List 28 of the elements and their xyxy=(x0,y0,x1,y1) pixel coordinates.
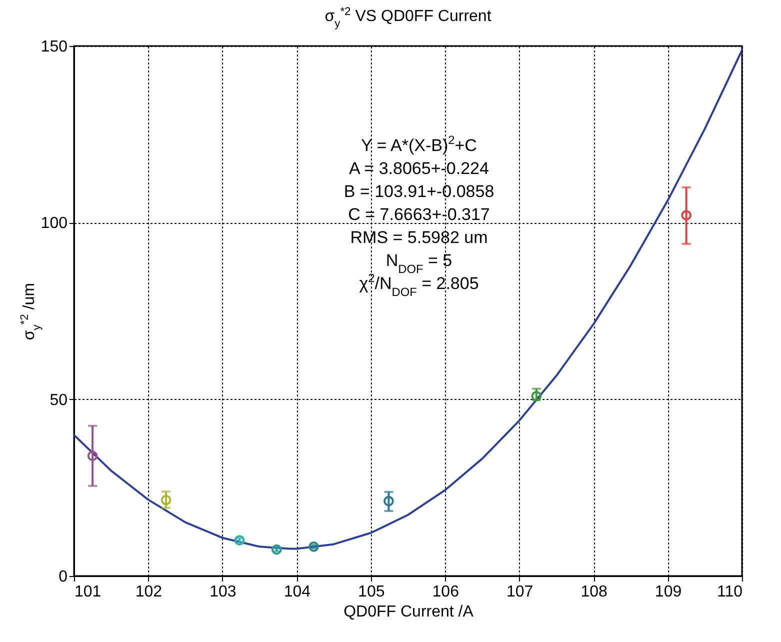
y-tick-label: 100 xyxy=(40,215,68,232)
annotation: A = 3.8065+-0.224 xyxy=(349,159,489,178)
annotation: RMS = 5.5982 um xyxy=(350,228,488,247)
point xyxy=(87,450,98,462)
x-tick-label: 105 xyxy=(358,584,385,600)
x-tick-label: 108 xyxy=(580,584,608,600)
x-tick-label: 109 xyxy=(654,584,682,600)
point xyxy=(681,210,692,220)
x-tick-label: 101 xyxy=(74,584,102,600)
y-tick-label: 50 xyxy=(50,392,68,409)
x-axis-title: QD0FF Current /A xyxy=(344,604,474,620)
x-tick-label: 103 xyxy=(210,584,236,600)
point xyxy=(160,494,172,506)
point xyxy=(271,544,282,555)
annotation: B = 103.91+-0.0858 xyxy=(344,182,494,201)
point xyxy=(308,542,319,552)
x-tick-label: 110 xyxy=(716,584,743,600)
line-series xyxy=(74,49,742,550)
chart-title: σ$_{y}$$^{*2}$ VS QD0FF Current xyxy=(324,6,492,30)
x-tick-label: 104 xyxy=(284,584,311,600)
y-tick-label: 0 xyxy=(58,568,68,586)
y-tick-label: 150 xyxy=(40,38,68,56)
x-tick-label: 107 xyxy=(506,584,534,600)
point xyxy=(531,390,542,402)
annotation: Y = A*(X-B)$^{2}$+C xyxy=(361,133,477,155)
point xyxy=(384,496,394,506)
x-tick-label: 102 xyxy=(135,584,162,600)
x-tick-label: 106 xyxy=(432,584,460,600)
